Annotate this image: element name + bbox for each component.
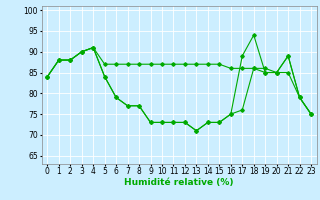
X-axis label: Humidité relative (%): Humidité relative (%): [124, 178, 234, 187]
